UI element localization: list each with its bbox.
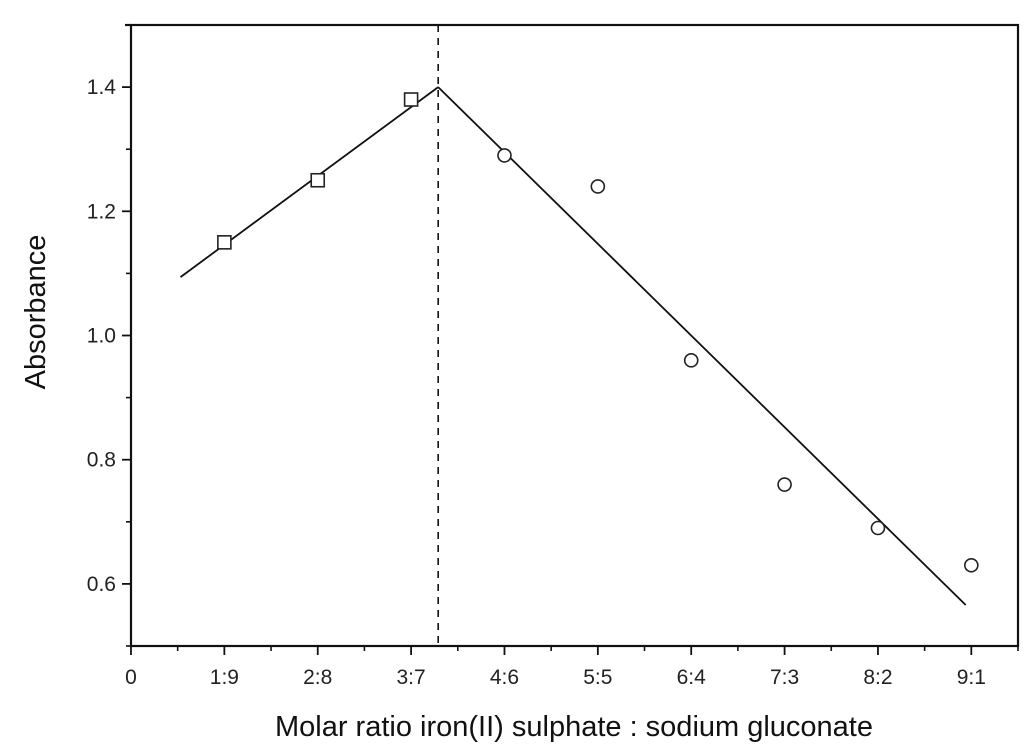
y-tick-label: 0.6: [87, 573, 116, 596]
x-tick-label: 7:3: [770, 666, 799, 689]
circle-marker: [964, 557, 979, 573]
circle-marker: [683, 353, 699, 368]
x-tick-label: 0: [125, 666, 137, 689]
square-marker: [310, 172, 326, 188]
fit-lines: [179, 86, 967, 606]
circle-marker: [497, 148, 512, 163]
circle-marker: [590, 179, 606, 194]
x-axis-ticks: 0 1:9 2:8 3:7 4:6 5:5 6:4 7:3 8:2 9:1: [125, 646, 1019, 689]
x-tick-label: 6:4: [677, 666, 707, 689]
circle-marker: [777, 477, 792, 492]
plot-border: [129, 23, 1020, 648]
x-tick-label: 1:9: [210, 666, 239, 689]
x-tick-label: 3:7: [397, 666, 426, 689]
plot-frame: [125, 23, 1020, 648]
x-tick-label: 8:2: [863, 666, 892, 689]
y-tick-label: 1.2: [87, 200, 116, 223]
y-tick-label: 1.0: [87, 325, 116, 348]
square-marker: [403, 92, 419, 107]
y-tick-label: 0.8: [87, 449, 116, 472]
y-tick-label: 1.4: [87, 76, 117, 99]
circle-marker: [870, 520, 886, 536]
x-axis-title: Molar ratio iron(II) sulphate : sodium g…: [275, 711, 873, 743]
fit-line: [437, 86, 967, 606]
x-tick-label: 4:6: [490, 666, 519, 689]
square-marker: [217, 235, 232, 250]
data-markers: [217, 92, 979, 573]
y-axis-ticks: 0.6 0.8 1.0 1.2 1.4: [87, 24, 131, 647]
y-axis-title: Absorbance: [20, 235, 52, 390]
x-tick-label: 2:8: [303, 666, 332, 689]
x-tick-label: 9:1: [957, 666, 986, 689]
x-tick-label: 5:5: [583, 666, 612, 689]
